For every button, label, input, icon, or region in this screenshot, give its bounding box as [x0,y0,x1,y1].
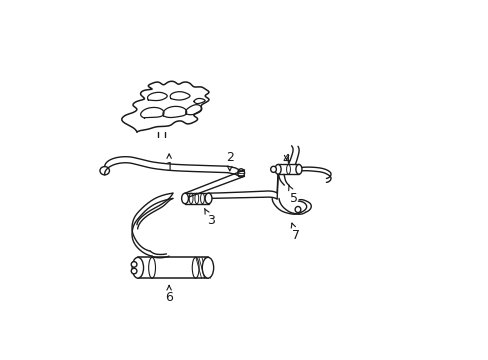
Ellipse shape [270,166,276,172]
Bar [138,257,207,278]
Ellipse shape [132,257,143,278]
Text: 7: 7 [291,223,300,242]
Text: 5: 5 [288,186,298,204]
Text: 1: 1 [165,154,173,174]
Ellipse shape [295,207,300,212]
Ellipse shape [131,262,137,267]
Text: 4: 4 [282,153,290,166]
Ellipse shape [205,193,211,204]
Ellipse shape [181,193,188,204]
Bar [184,193,208,204]
Bar [278,165,298,174]
Text: 3: 3 [204,208,214,227]
Text: 6: 6 [165,285,173,304]
Ellipse shape [131,268,137,274]
Ellipse shape [274,165,281,174]
Ellipse shape [295,165,302,174]
Text: 2: 2 [225,151,233,171]
Ellipse shape [202,257,213,278]
